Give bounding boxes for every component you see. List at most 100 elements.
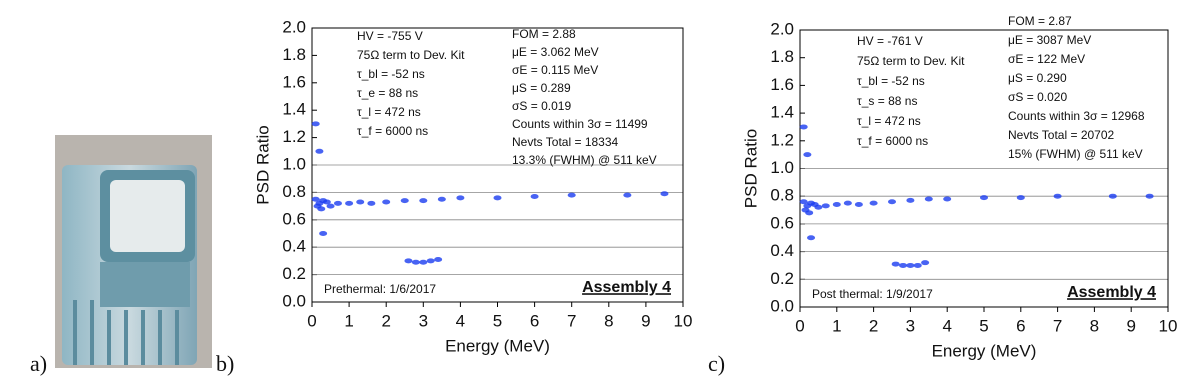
point — [311, 121, 320, 127]
parameter: τ_bl = -52 ns — [857, 74, 925, 88]
point — [411, 259, 420, 265]
point — [1145, 193, 1154, 199]
result: μE = 3087 MeV — [1008, 33, 1091, 47]
x-tick-label: 10 — [674, 311, 693, 330]
result: σE = 0.115 MeV — [512, 63, 598, 77]
point — [832, 202, 841, 208]
point — [906, 197, 915, 203]
point — [419, 198, 428, 204]
y-tick-label: 0.0 — [282, 291, 306, 310]
result: Nevts Total = 20702 — [1008, 128, 1115, 142]
y-tick-label: 1.6 — [770, 75, 794, 94]
point — [921, 260, 930, 266]
result: FOM = 2.88 — [512, 27, 576, 41]
x-tick-label: 10 — [1159, 316, 1178, 335]
point — [311, 196, 320, 202]
x-tick-label: 9 — [641, 311, 650, 330]
parameter: 75Ω term to Dev. Kit — [857, 54, 965, 68]
x-tick-label: 5 — [493, 311, 502, 330]
x-tick-label: 8 — [604, 311, 613, 330]
x-tick-label: 7 — [1053, 316, 1062, 335]
x-axis-label: Energy (MeV) — [445, 336, 550, 355]
point — [803, 152, 812, 158]
result: σS = 0.019 — [512, 99, 571, 113]
point — [326, 203, 335, 209]
y-axis-label: PSD Ratio — [741, 129, 760, 208]
point — [319, 231, 328, 236]
y-tick-label: 1.4 — [770, 103, 794, 122]
parameter: 75Ω term to Dev. Kit — [357, 48, 465, 62]
x-tick-label: 1 — [832, 316, 841, 335]
point — [315, 148, 324, 154]
parameter: τ_l = 472 ns — [357, 105, 421, 119]
parameter: τ_f = 6000 ns — [857, 134, 928, 148]
result: Nevts Total = 18334 — [512, 135, 619, 149]
note: Prethermal: 1/6/2017 — [324, 282, 436, 296]
y-tick-label: 0.2 — [282, 264, 306, 283]
y-tick-label: 0.0 — [770, 296, 794, 315]
parameter: HV = -761 V — [857, 34, 923, 48]
point — [805, 210, 814, 216]
point — [623, 192, 632, 198]
result: μE = 3.062 MeV — [512, 45, 599, 59]
panel-label: a) — [30, 351, 47, 376]
point — [913, 262, 922, 268]
x-axis-label: Energy (MeV) — [932, 341, 1037, 360]
assembly-label: Assembly 4 — [582, 279, 671, 296]
result: 15% (FWHM) @ 511 keV — [1008, 147, 1143, 161]
panel-label: c) — [708, 351, 725, 376]
parameter: τ_f = 6000 ns — [357, 124, 428, 138]
y-tick-label: 1.8 — [770, 47, 794, 66]
y-axis-label: PSD Ratio — [253, 125, 272, 204]
y-tick-label: 0.6 — [770, 213, 794, 232]
x-tick-label: 2 — [381, 311, 390, 330]
parameter: τ_bl = -52 ns — [357, 67, 425, 81]
panel-label: b) — [216, 351, 234, 376]
y-tick-label: 0.8 — [282, 182, 306, 201]
x-tick-label: 5 — [979, 316, 988, 335]
y-tick-label: 1.8 — [282, 45, 306, 64]
point — [419, 259, 428, 265]
x-tick-label: 6 — [530, 311, 539, 330]
note: Post thermal: 1/9/2017 — [812, 287, 933, 301]
parameter: τ_s = 88 ns — [857, 94, 917, 108]
point — [899, 262, 908, 268]
point — [843, 200, 852, 206]
x-tick-label: 7 — [567, 311, 576, 330]
point — [891, 261, 900, 267]
point — [869, 200, 878, 206]
point — [426, 258, 435, 264]
y-tick-label: 1.0 — [770, 158, 794, 177]
y-tick-label: 0.6 — [282, 209, 306, 228]
point — [567, 192, 576, 198]
point — [456, 195, 465, 201]
y-tick-label: 1.2 — [770, 130, 794, 149]
point — [322, 199, 331, 205]
point — [906, 262, 915, 268]
point — [530, 194, 539, 200]
point — [404, 258, 413, 264]
point — [493, 195, 502, 201]
y-tick-label: 0.8 — [770, 186, 794, 205]
point — [356, 199, 365, 205]
y-tick-label: 1.4 — [282, 100, 306, 119]
result: 13.3% (FWHM) @ 511 keV — [512, 153, 657, 167]
point — [434, 257, 443, 263]
point — [1016, 195, 1025, 201]
point — [345, 200, 354, 206]
x-tick-label: 3 — [906, 316, 915, 335]
plot-frame — [799, 29, 1169, 308]
point — [980, 195, 988, 201]
point — [807, 235, 816, 241]
x-tick-label: 0 — [307, 311, 316, 330]
parameter: τ_l = 472 ns — [857, 114, 921, 128]
y-tick-label: 1.6 — [282, 72, 306, 91]
point — [814, 204, 823, 210]
result: σS = 0.020 — [1008, 90, 1067, 104]
x-tick-label: 3 — [419, 311, 428, 330]
y-tick-label: 2.0 — [282, 17, 306, 36]
point — [1053, 193, 1062, 199]
result: σE = 122 MeV — [1008, 52, 1085, 66]
parameter: HV = -755 V — [357, 29, 423, 43]
